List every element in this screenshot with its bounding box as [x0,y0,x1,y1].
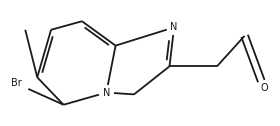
Text: N: N [103,88,110,98]
Text: Br: Br [11,78,22,88]
Text: N: N [171,22,178,32]
Text: O: O [260,83,268,93]
